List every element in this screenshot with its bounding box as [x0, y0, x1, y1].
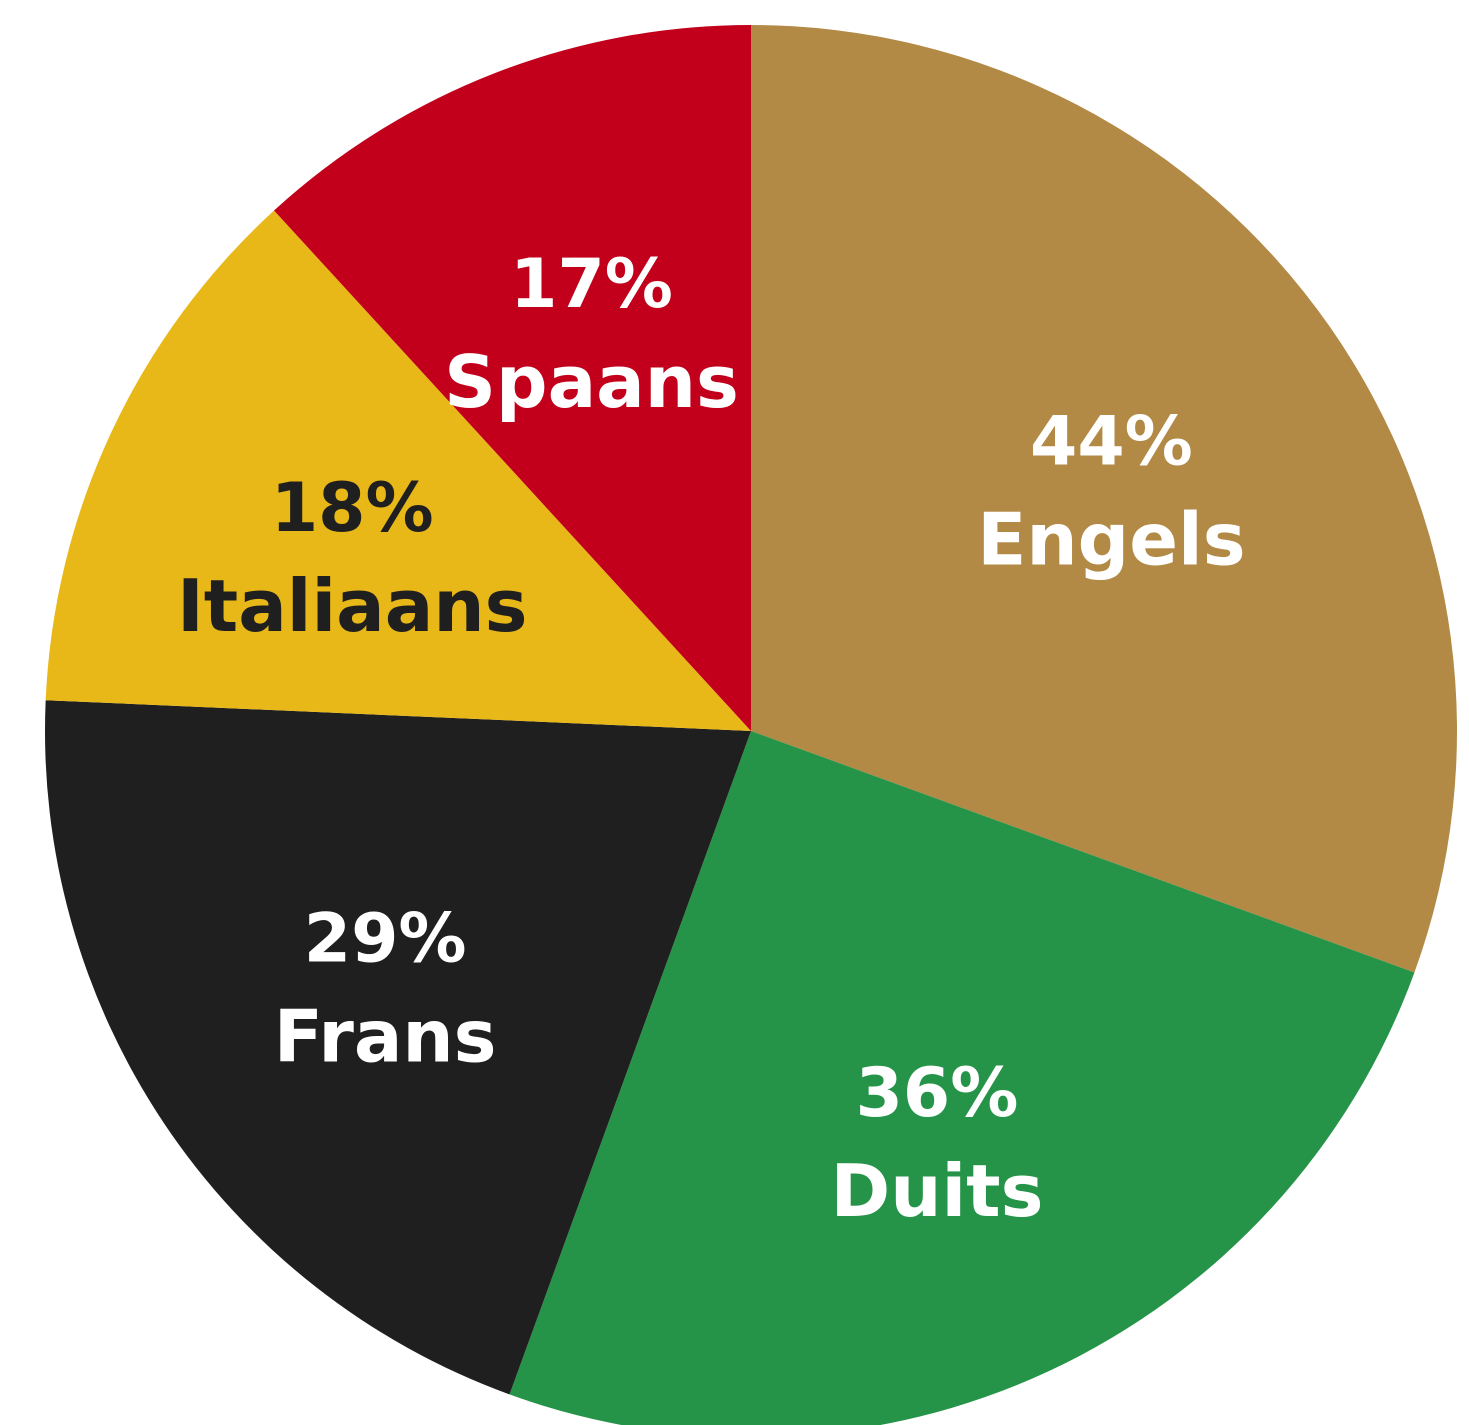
slice-name-engels: Engels [977, 498, 1245, 582]
pie-labels: 44% Engels 36% Duits 29% Frans 18% Italiaans 17%… [177, 245, 1246, 1233]
slice-label-engels: 44% Engels [977, 403, 1245, 582]
slice-percent-duits: 36% [856, 1054, 1019, 1133]
slice-percent-spaans: 17% [510, 245, 673, 324]
pie-slice-italiaans [45, 210, 752, 732]
slice-label-frans: 29% Frans [274, 899, 497, 1078]
slice-percent-frans: 29% [304, 899, 467, 978]
slice-label-spaans: 17% Spaans [444, 245, 739, 424]
slice-percent-italiaans: 18% [271, 469, 434, 548]
pie-slice-frans [45, 700, 752, 1395]
slice-name-spaans: Spaans [444, 340, 739, 424]
slice-label-duits: 36% Duits [830, 1054, 1043, 1233]
slice-percent-engels: 44% [1030, 403, 1193, 482]
pie-slice-engels [751, 25, 1457, 973]
slice-name-italiaans: Italiaans [177, 564, 527, 648]
slice-label-italiaans: 18% Italiaans [177, 469, 527, 648]
slice-name-frans: Frans [274, 994, 497, 1078]
pie-slice-duits [509, 731, 1415, 1425]
pie-slice-spaans [274, 25, 751, 731]
pie-slices [45, 25, 1457, 1425]
slice-name-duits: Duits [830, 1149, 1043, 1233]
